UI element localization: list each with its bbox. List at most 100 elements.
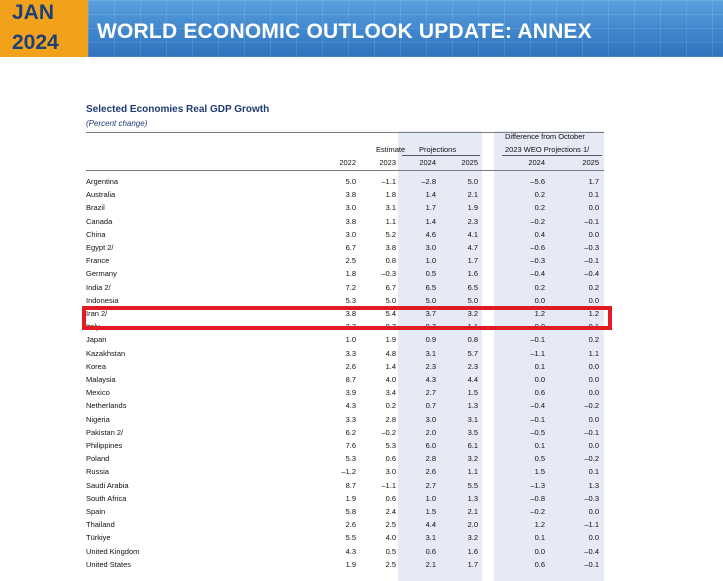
value-diff-2025: –0.1 [584,256,599,266]
value-2022: 5.3 [345,454,356,464]
header-projections: Projections [419,145,457,154]
value-proj-2025: 4.7 [467,243,478,252]
value-proj-2024: 5.0 [425,295,436,305]
value-proj-2025: 1.3 [467,401,478,411]
value-diff-2024: 0.6 [534,388,545,398]
value-proj-2024: 4.4 [425,520,436,530]
value-2022: 1.9 [345,493,356,503]
value-2022: –1.2 [341,467,356,477]
value-proj-2025: 1.1 [467,467,478,477]
value-proj-2024: 0.9 [425,335,436,345]
value-2022: 2.6 [345,361,356,371]
value-diff-2024: –0.2 [530,216,545,226]
value-proj-2025: 5.5 [467,480,478,490]
header-diff-2025: 2025 [582,158,599,167]
table-row: Korea 2.6 1.4 2.3 2.3 0.1 0.0 [86,360,604,373]
table-row: Japan 1.0 1.9 0.9 0.8 –0.1 0.2 [86,333,604,346]
value-diff-2025: 0.0 [588,533,599,543]
value-proj-2025: 4.1 [467,229,478,239]
country-name: Nigeria [86,414,110,424]
value-diff-2024: –0.1 [530,335,545,345]
value-diff-2025: 1.7 [588,177,599,186]
value-2022: 6.2 [345,427,356,437]
table-row: South Africa 1.9 0.6 1.0 1.3 –0.8 –0.3 [86,492,604,505]
value-2023: 2.5 [385,559,396,569]
value-diff-2025: –0.3 [584,493,599,503]
value-diff-2025: 0.1 [588,467,599,477]
value-diff-2024: 0.1 [534,441,545,450]
value-proj-2025: 5.7 [467,348,478,358]
header-diff-2024: 2024 [528,158,545,167]
header-difference-line1: Difference from October [505,132,585,141]
value-2022: 3.8 [345,309,356,318]
header-grid-pattern [88,0,723,57]
date-badge: JAN 2024 [0,0,88,57]
projections-shading [398,131,482,581]
value-2023: –0.3 [381,269,396,279]
value-proj-2024: 1.0 [425,256,436,266]
value-proj-2024: 2.8 [425,454,436,464]
value-diff-2025: 0.0 [588,375,599,384]
value-diff-2024: –0.5 [530,427,545,437]
value-diff-2024: 1.5 [534,467,545,477]
country-name: Spain [86,507,106,516]
table-title: Selected Economies Real GDP Growth [86,104,270,115]
header-difference-line2: 2023 WEO Projections 1/ [505,145,590,154]
value-diff-2024: 0.2 [534,282,545,292]
value-diff-2025: 0.0 [588,203,599,213]
country-name: Philippines [86,441,123,450]
value-2023: 0.8 [385,256,396,266]
value-2022: 3.9 [345,388,356,398]
value-2022: 3.8 [345,216,356,226]
value-proj-2024: 4.3 [425,375,436,384]
report-title: WORLD ECONOMIC OUTLOOK UPDATE: ANNEX [97,20,592,43]
value-proj-2024: 1.7 [425,203,436,213]
value-diff-2024: –0.6 [530,243,545,252]
value-proj-2024: 2.1 [425,559,436,569]
value-proj-2024: 3.1 [425,348,436,358]
country-name: South Africa [86,493,127,503]
value-2023: 0.6 [385,493,396,503]
value-diff-2024: –0.2 [530,507,545,516]
country-name: Argentina [86,177,119,186]
value-proj-2025: 3.1 [467,414,478,424]
value-diff-2025: 0.1 [588,190,599,200]
table-row: United States 1.9 2.5 2.1 1.7 0.6 –0.1 [86,558,604,571]
value-2022: 5.5 [345,533,356,543]
value-diff-2025: 0.0 [588,507,599,516]
value-diff-2025: 1.1 [588,348,599,358]
value-diff-2024: 0.1 [534,361,545,371]
value-proj-2024: 3.1 [425,533,436,543]
value-2023: 1.4 [385,361,396,371]
value-diff-2024: 1.2 [534,520,545,530]
value-diff-2024: 0.1 [534,533,545,543]
value-2022: 1.8 [345,269,356,279]
country-name: United States [86,559,132,569]
value-diff-2025: –0.2 [584,401,599,411]
value-diff-2024: 0.2 [534,203,545,213]
value-proj-2024: 1.4 [425,216,436,226]
value-proj-2024: 2.3 [425,361,436,371]
difference-shading [494,131,604,581]
header-proj-2025: 2025 [461,158,478,167]
table-row: Argentina 5.0 –1.1 –2.8 5.0 –5.6 1.7 [86,175,604,188]
value-diff-2024: –0.8 [530,493,545,503]
value-2023: 1.9 [385,335,396,345]
table-row: Germany 1.8 –0.3 0.5 1.6 –0.4 –0.4 [86,267,604,280]
value-proj-2025: 2.0 [467,520,478,530]
value-2023: 3.4 [385,388,396,398]
table-row: Saudi Arabia 8.7 –1.1 2.7 5.5 –1.3 1.3 [86,479,604,492]
table-row: India 2/7.2 6.7 6.5 6.5 0.2 0.2 [86,281,604,294]
value-2023: 5.4 [385,309,396,318]
value-diff-2024: –1.3 [530,480,545,490]
value-2022: 2.5 [345,256,356,266]
value-proj-2025: 2.3 [467,361,478,371]
value-2022: 8.7 [345,480,356,490]
value-diff-2025: –0.2 [584,454,599,464]
value-2023: 2.5 [385,520,396,530]
value-proj-2025: 2.1 [467,190,478,200]
table-subtitle: (Percent change) [86,119,148,128]
value-diff-2025: –0.1 [584,559,599,569]
value-proj-2025: 1.7 [467,256,478,266]
country-name: Mexico [86,388,110,398]
